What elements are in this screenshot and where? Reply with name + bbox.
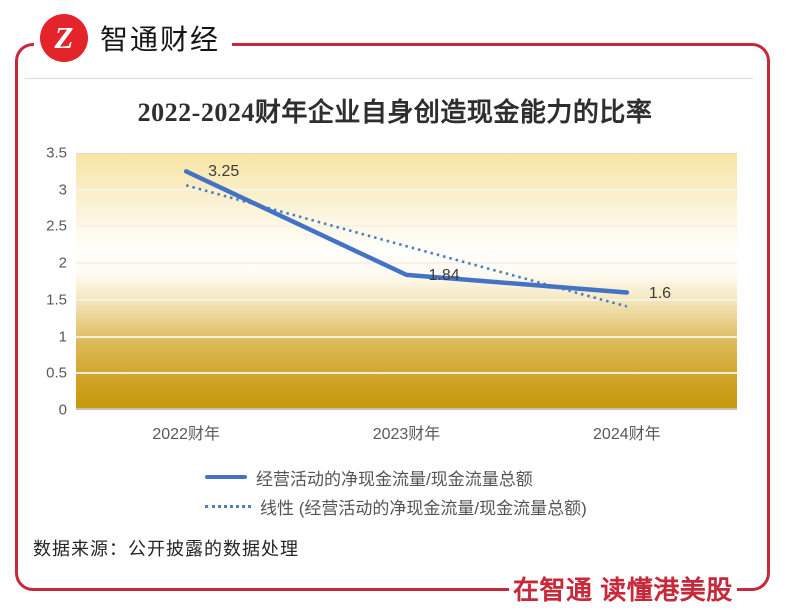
data-source-note: 数据来源：公开披露的数据处理 [33, 539, 299, 559]
y-tick-label: 0 [58, 401, 67, 419]
y-tick-label: 2.5 [46, 217, 67, 235]
chart-title: 2022-2024财年企业自身创造现金能力的比率 [137, 98, 653, 127]
x-tick-label: 2022财年 [152, 426, 220, 443]
trendline-dotted [185, 184, 628, 308]
x-tick-label: 2024财年 [593, 426, 661, 443]
gridline [76, 372, 737, 375]
y-tick-label: 3 [58, 181, 67, 199]
dotted-line-swatch-icon [205, 504, 251, 508]
legend-item-main: 经营活动的净现金流量/现金流量总额 [205, 466, 587, 489]
logo-z-glyph: Z [54, 19, 74, 55]
data-point-label: 1.84 [428, 266, 460, 284]
legend-label-main: 经营活动的净现金流量/现金流量总额 [256, 469, 533, 489]
gridline [76, 262, 737, 265]
gridline [76, 225, 737, 228]
brand-logo-icon: Z [40, 14, 88, 62]
footer-tagline: 在智通 读懂港美股 [509, 570, 737, 607]
plot-area: 3.25 1.84 1.6 [76, 153, 737, 410]
x-axis-line [76, 408, 737, 410]
y-tick-label: 0.5 [46, 364, 67, 382]
solid-line-swatch-icon [205, 475, 247, 479]
line-series-canvas [183, 169, 630, 308]
legend-label-trend: 线性 (经营活动的净现金流量/现金流量总额) [260, 498, 587, 518]
y-axis-labels: 3.5 3 2.5 2 1.5 1 0.5 0 [0, 145, 67, 419]
x-tick-label: 2023财年 [372, 426, 441, 443]
gridline [76, 188, 737, 191]
header-divider [25, 78, 753, 79]
series-line-main [183, 169, 630, 295]
y-tick-label: 3.5 [46, 144, 67, 162]
y-tick-label: 2 [58, 254, 67, 272]
brand-name: 智通财经 [100, 24, 221, 55]
gridline [76, 335, 737, 338]
chart-legend: 经营活动的净现金流量/现金流量总额 线性 (经营活动的净现金流量/现金流量总额) [205, 466, 587, 524]
y-tick-label: 1 [58, 328, 67, 346]
brand-header: Z 智通财经 [34, 10, 233, 66]
data-point-label: 1.6 [648, 284, 672, 302]
plot-top-border [76, 153, 737, 154]
gridline [76, 298, 737, 301]
data-point-label: 3.25 [208, 163, 240, 181]
page-border-frame [15, 43, 770, 591]
legend-item-trend: 线性 (经营活动的净现金流量/现金流量总额) [205, 495, 587, 518]
y-tick-label: 1.5 [46, 291, 67, 309]
